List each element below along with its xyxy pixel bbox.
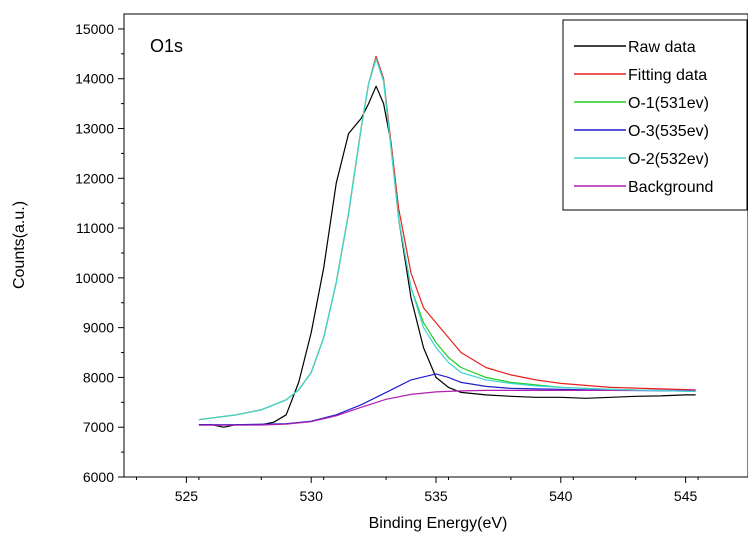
legend-label-fitting-data: Fitting data — [628, 67, 707, 84]
series-line-background — [198, 389, 696, 426]
x-tick-label: 540 — [549, 488, 573, 504]
series-line-o-2-532ev — [198, 58, 696, 421]
x-axis-title: Binding Energy(eV) — [369, 515, 508, 532]
legend-label-o-3-535ev: O-3(535ev) — [628, 123, 709, 140]
axis-ticks — [118, 28, 699, 483]
x-tick-label: 530 — [300, 488, 324, 504]
series-line-raw-data — [198, 85, 696, 428]
y-tick-label: 6000 — [83, 469, 114, 485]
panel-label: O1s — [150, 36, 183, 56]
series-lines — [198, 55, 696, 428]
y-tick-label: 11000 — [76, 220, 114, 236]
y-tick-label: 7000 — [83, 419, 114, 435]
legend: Raw data Fitting data O-1(531ev) O-3(535ev)… — [562, 19, 748, 211]
tick-labels: 525 530 535 540 545 6000 7000 8000 9000 10000 1100… — [75, 21, 697, 504]
legend-label-background: Background — [628, 179, 713, 196]
series-line-o-3-535ev — [198, 373, 696, 426]
y-axis-title: Counts(a.u.) — [11, 201, 28, 289]
y-tick-label: 9000 — [83, 320, 114, 336]
legend-box — [562, 19, 748, 211]
legend-label-o-2-532ev: O-2(532ev) — [628, 151, 709, 168]
y-tick-label: 15000 — [75, 21, 114, 37]
legend-label-o-1-531ev: O-1(531ev) — [628, 95, 709, 112]
x-tick-label: 525 — [175, 488, 199, 504]
x-tick-label: 535 — [424, 488, 448, 504]
x-tick-label: 545 — [674, 488, 698, 504]
y-tick-label: 13000 — [75, 121, 114, 137]
y-tick-label: 10000 — [75, 270, 114, 286]
legend-label-raw-data: Raw data — [628, 39, 696, 56]
y-tick-label: 14000 — [75, 71, 114, 87]
y-tick-label: 12000 — [75, 170, 114, 186]
y-tick-label: 8000 — [83, 369, 114, 385]
